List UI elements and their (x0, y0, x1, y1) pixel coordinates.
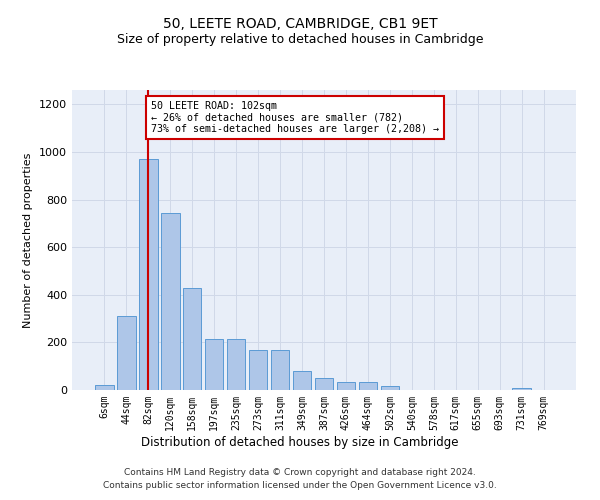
Bar (337, 382, 355, 390)
Bar (314, 378, 334, 390)
Text: Distribution of detached houses by size in Cambridge: Distribution of detached houses by size … (141, 436, 459, 449)
Bar (161, 212, 179, 390)
Bar (95, 385, 113, 390)
Bar (359, 382, 377, 390)
Bar (380, 386, 399, 390)
Text: 50, LEETE ROAD, CAMBRIDGE, CB1 9ET: 50, LEETE ROAD, CAMBRIDGE, CB1 9ET (163, 18, 437, 32)
Bar (117, 316, 136, 390)
Bar (293, 371, 311, 390)
Bar (512, 388, 531, 390)
Text: Contains public sector information licensed under the Open Government Licence v3: Contains public sector information licen… (103, 480, 497, 490)
Bar (271, 350, 289, 390)
Text: Size of property relative to detached houses in Cambridge: Size of property relative to detached ho… (117, 32, 483, 46)
Bar (249, 350, 268, 390)
Text: Contains HM Land Registry data © Crown copyright and database right 2024.: Contains HM Land Registry data © Crown c… (124, 468, 476, 477)
Bar (139, 159, 158, 390)
Bar (205, 339, 223, 390)
Bar (183, 288, 202, 390)
Bar (227, 339, 245, 390)
Y-axis label: Number of detached properties: Number of detached properties (23, 152, 34, 328)
Text: 50 LEETE ROAD: 102sqm
← 26% of detached houses are smaller (782)
73% of semi-det: 50 LEETE ROAD: 102sqm ← 26% of detached … (151, 100, 439, 134)
